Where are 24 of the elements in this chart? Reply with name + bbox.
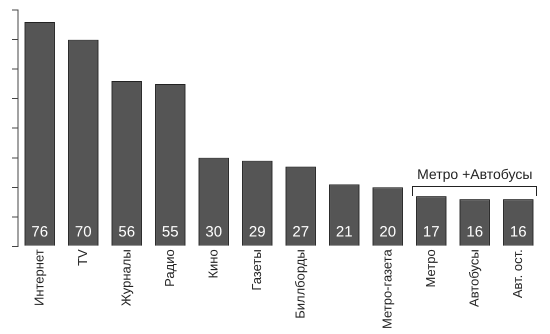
data-label: 70	[74, 223, 92, 240]
data-label: 16	[466, 223, 484, 240]
x-tick-label: Автобусы	[466, 249, 482, 307]
data-label: 29	[248, 223, 266, 240]
data-label: 20	[379, 223, 396, 240]
x-tick-label: Журналы	[118, 249, 134, 306]
x-tick-label: Радио	[162, 249, 177, 287]
annotation: Метро +Автобусы	[417, 166, 532, 182]
data-label: 27	[292, 223, 310, 240]
x-tick-label: Газеты	[248, 249, 264, 291]
x-tick-label: Биллборды	[292, 249, 308, 319]
data-label: 56	[118, 223, 136, 240]
data-label: 17	[422, 223, 440, 240]
x-tick-label: Авт. ост.	[510, 249, 525, 298]
data-label: 76	[31, 223, 48, 240]
data-label: 55	[162, 223, 179, 240]
x-tick-label: Интернет	[31, 249, 46, 306]
x-tick-label: Метро	[422, 249, 438, 288]
x-tick-label: Метро-газета	[379, 248, 394, 330]
data-label: 30	[205, 223, 222, 240]
x-tick-label: Кино	[205, 249, 220, 279]
data-label: 21	[336, 223, 353, 240]
data-label: 16	[510, 223, 527, 240]
x-tick-label: TV	[74, 248, 90, 266]
